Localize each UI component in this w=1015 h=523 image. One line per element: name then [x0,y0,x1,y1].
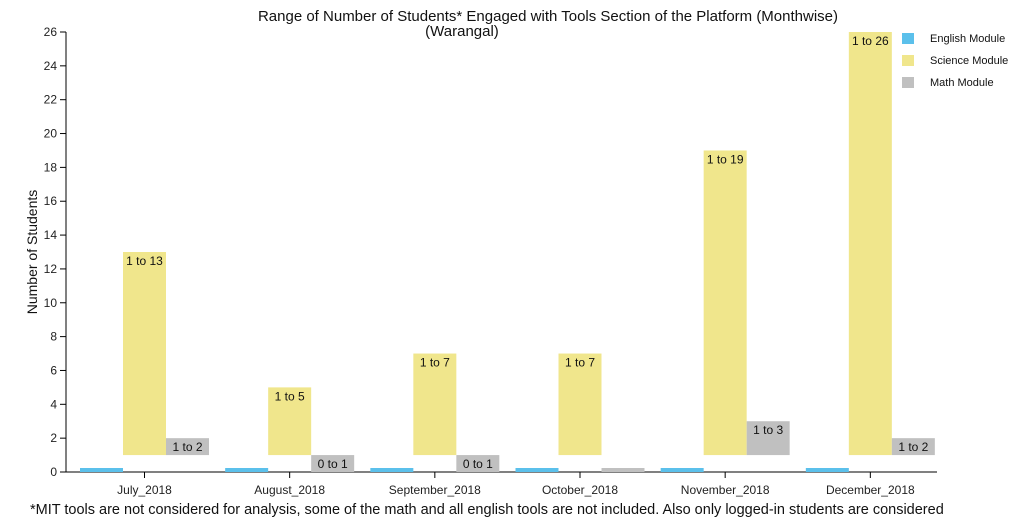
y-tick-label: 0 [50,465,57,479]
x-tick-label: November_2018 [681,483,770,497]
legend-label: English Module [930,33,1005,45]
bar-science-module [848,32,892,456]
bar-data-label: 1 to 26 [852,34,889,48]
y-tick-label: 16 [44,194,58,208]
x-tick-label: October_2018 [542,483,618,497]
bar-math-module [166,438,209,456]
bar-english-module [515,468,559,472]
x-tick-label: August_2018 [254,483,325,497]
bar-math-module [601,468,645,472]
bar-english-module [660,468,704,472]
bar-data-label: 1 to 7 [565,356,595,370]
bar-data-label: 0 to 1 [318,457,348,471]
legend-swatch [902,33,914,44]
bar-science-module [123,252,166,456]
legend-label: Math Module [930,77,994,89]
bar-math-module [311,455,355,472]
bar-english-module [80,468,123,472]
bar-science-module [558,353,602,456]
legend-label: Science Module [930,55,1008,67]
bar-data-label: 1 to 2 [172,440,202,454]
y-tick-label: 20 [44,127,58,141]
legend: English Module Science Module Math Module [902,33,1008,89]
x-axis: July_2018 August_2018 September_2018 Octobe… [66,471,937,497]
bar-math-module [746,421,790,456]
y-tick-label: 24 [44,59,58,73]
bar-math-module [891,438,935,456]
chart-subtitle: (Warangal) [425,23,499,40]
bar-science-module [268,387,312,456]
y-tick-label: 6 [50,363,57,377]
chart-title: Range of Number of Students* Engaged wit… [258,8,838,25]
x-tick-label: December_2018 [826,483,915,497]
y-tick-label: 10 [44,296,58,310]
y-tick-label: 22 [44,93,58,107]
bar-data-label: 1 to 7 [420,356,450,370]
bar-english-module [805,468,849,472]
bars: 1 to 13 1 to 5 1 to 7 1 to 7 1 to 19 1 to 26 1… [80,32,935,472]
bar-science-module [703,150,747,456]
bar-data-label: 1 to 3 [753,423,783,437]
y-tick-label: 2 [50,431,57,445]
footnote: *MIT tools are not considered for analys… [30,502,944,518]
bar-science-module [413,353,457,456]
bar-math-module [456,455,500,472]
y-tick-label: 18 [44,160,58,174]
y-tick-label: 26 [44,25,58,39]
range-bar-chart: Range of Number of Students* Engaged wit… [24,8,1008,497]
x-tick-label: July_2018 [117,483,172,497]
bar-english-module [225,468,269,472]
y-tick-label: 12 [44,262,58,276]
x-tick-label: September_2018 [389,483,481,497]
legend-swatch [902,77,914,88]
bar-data-label: 0 to 1 [463,457,493,471]
y-tick-label: 14 [44,228,58,242]
bar-english-module [370,468,414,472]
y-tick-label: 4 [50,397,57,411]
y-axis-title: Number of Students [24,190,40,315]
legend-swatch [902,55,914,66]
bar-data-label: 1 to 19 [707,152,744,166]
bar-data-label: 1 to 5 [275,389,305,403]
bar-data-label: 1 to 13 [126,254,163,268]
y-tick-label: 8 [50,330,57,344]
bar-data-label: 1 to 2 [898,440,928,454]
